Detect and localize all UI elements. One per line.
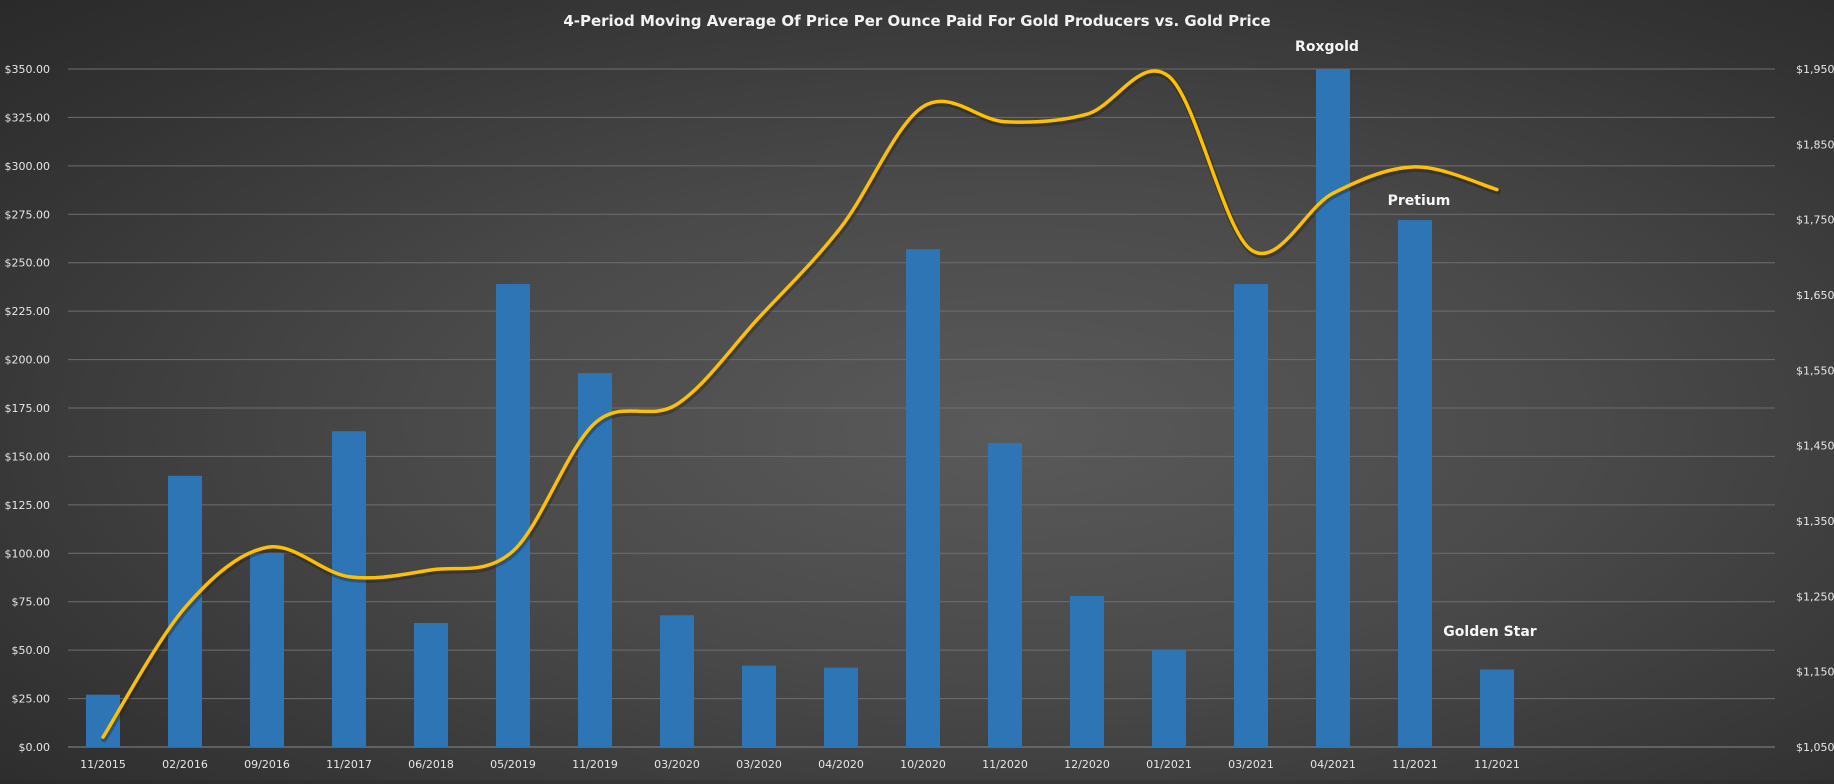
left-tick-label: $75.00: [12, 596, 51, 609]
left-tick-label: $0.00: [19, 741, 51, 754]
bar: [1480, 669, 1514, 747]
x-tick-label: 03/2020: [654, 758, 700, 771]
gold-price-line: [101, 69, 1499, 739]
left-tick-label: $350.00: [5, 63, 51, 76]
right-tick-label: $1,850: [1796, 138, 1834, 151]
x-tick-label: 03/2021: [1228, 758, 1274, 771]
bar: [824, 667, 858, 747]
left-tick-label: $125.00: [5, 499, 51, 512]
left-tick-label: $175.00: [5, 402, 51, 415]
annotation-label: Pretium: [1388, 193, 1451, 209]
x-tick-label: 11/2019: [572, 758, 618, 771]
x-tick-label: 11/2017: [326, 758, 372, 771]
x-tick-label: 04/2020: [818, 758, 864, 771]
right-axis: $1,050 $1,150 $1,250 $1,350 $1,450 $1,550 $1,6…: [1796, 63, 1834, 754]
bar: [1234, 284, 1268, 747]
bar: [988, 442, 1022, 747]
bar: [414, 623, 448, 747]
bar: [496, 284, 530, 747]
left-tick-label: $300.00: [5, 160, 51, 173]
bar: [1398, 220, 1432, 747]
x-tick-label: 06/2018: [408, 758, 454, 771]
bar: [660, 615, 694, 747]
bar-layer: [86, 69, 1514, 747]
x-axis: 11/2015 02/2016 09/2016 11/2017 06/2018 05/20…: [80, 758, 1520, 771]
bar: [168, 475, 202, 747]
left-tick-label: $100.00: [5, 547, 51, 560]
bar: [332, 431, 366, 747]
left-tick-label: $275.00: [5, 208, 51, 221]
right-tick-label: $1,750: [1796, 214, 1834, 227]
left-tick-label: $200.00: [5, 354, 51, 367]
right-tick-label: $1,650: [1796, 289, 1834, 302]
annotation-label: Golden Star: [1443, 624, 1536, 640]
annotation-layer: Roxgold Pretium Golden Star: [1295, 39, 1537, 640]
x-tick-label: 04/2021: [1310, 758, 1356, 771]
x-tick-label: 12/2020: [1064, 758, 1110, 771]
right-tick-label: $1,550: [1796, 364, 1834, 377]
bar: [1152, 650, 1186, 747]
line-layer: [101, 69, 1501, 743]
right-tick-label: $1,150: [1796, 666, 1834, 679]
chart-title: 4-Period Moving Average Of Price Per Oun…: [563, 12, 1270, 30]
bar: [742, 665, 776, 747]
bar: [906, 249, 940, 747]
gold-price-line-shadow: [101, 69, 1501, 743]
left-tick-label: $250.00: [5, 257, 51, 270]
x-tick-label: 05/2019: [490, 758, 536, 771]
x-tick-label: 09/2016: [244, 758, 290, 771]
left-tick-label: $325.00: [5, 111, 51, 124]
bar: [1070, 595, 1104, 747]
right-tick-label: $1,450: [1796, 440, 1834, 453]
x-tick-label: 11/2015: [80, 758, 126, 771]
left-tick-label: $150.00: [5, 450, 51, 463]
left-tick-label: $225.00: [5, 305, 51, 318]
bar: [250, 553, 284, 747]
x-tick-label: 01/2021: [1146, 758, 1192, 771]
bar: [1316, 69, 1350, 747]
x-tick-label: 11/2021: [1474, 758, 1520, 771]
left-axis: $0.00 $25.00 $50.00 $75.00 $100.00 $125.00 $15…: [5, 63, 51, 754]
right-tick-label: $1,050: [1796, 741, 1834, 754]
right-tick-label: $1,250: [1796, 590, 1834, 603]
left-tick-label: $25.00: [12, 693, 51, 706]
x-tick-label: 03/2020: [736, 758, 782, 771]
right-tick-label: $1,350: [1796, 515, 1834, 528]
annotation-label: Roxgold: [1295, 39, 1359, 55]
right-tick-label: $1,950: [1796, 63, 1834, 76]
x-tick-label: 02/2016: [162, 758, 208, 771]
x-tick-label: 11/2020: [982, 758, 1028, 771]
left-tick-label: $50.00: [12, 644, 51, 657]
x-tick-label: 11/2021: [1392, 758, 1438, 771]
x-tick-label: 10/2020: [900, 758, 946, 771]
